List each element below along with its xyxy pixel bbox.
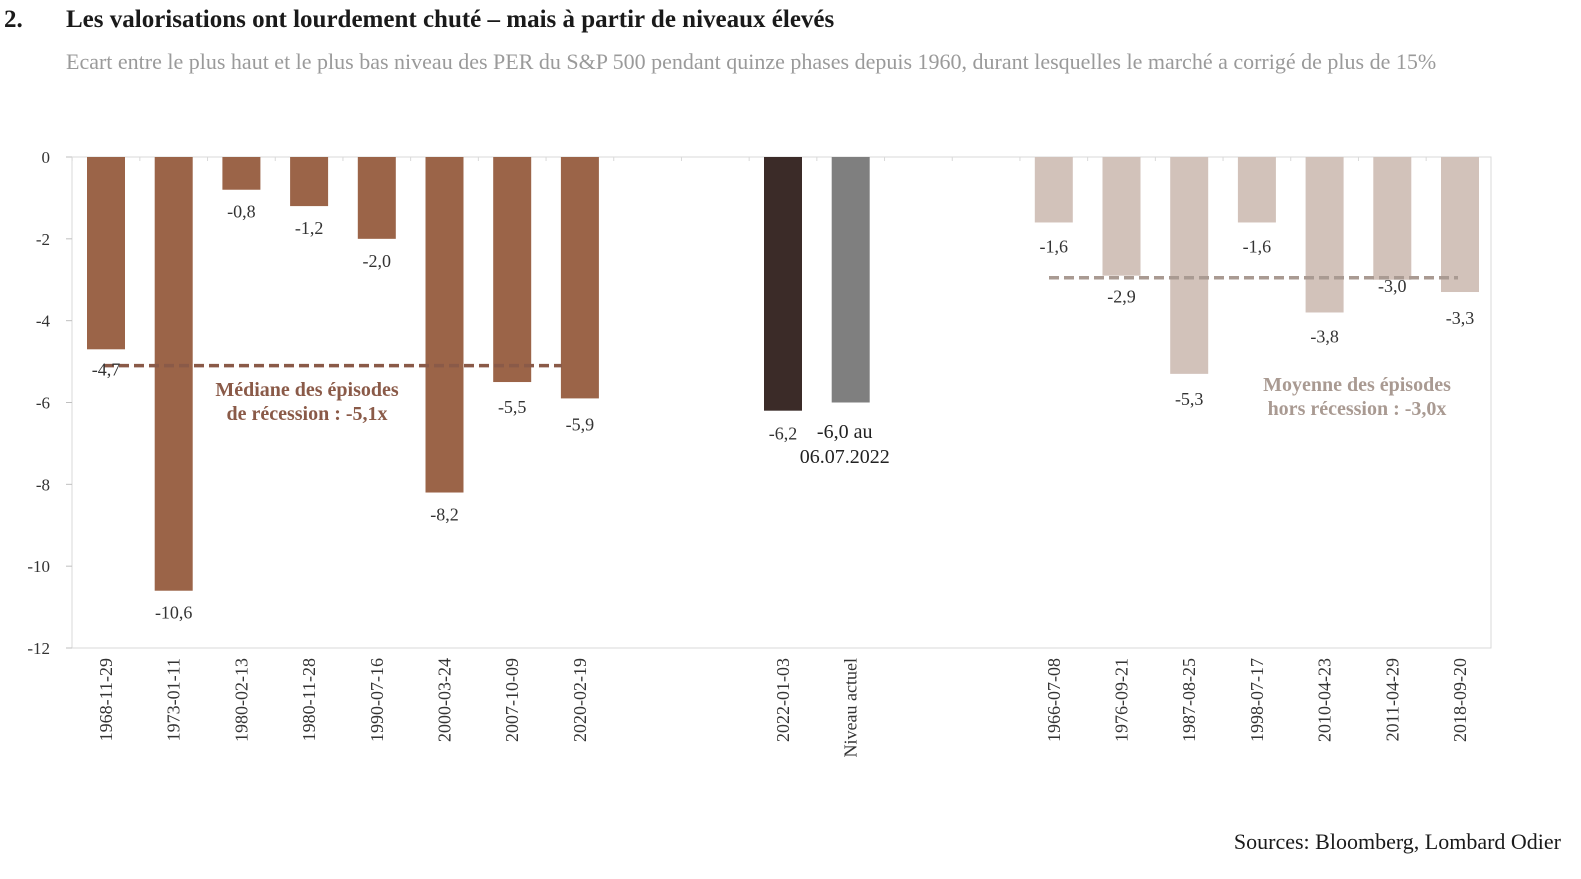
data-label: 06.07.2022 [800, 446, 890, 468]
category-label: 2011-04-29 [1382, 658, 1402, 741]
bar [1102, 157, 1141, 276]
median-annotation: Médiane des épisodes [215, 379, 399, 401]
bar [290, 157, 329, 207]
chart-title: Les valorisations ont lourdement chuté –… [66, 6, 835, 33]
category-label: 1998-07-17 [1247, 658, 1267, 742]
chart-subtitle: Ecart entre le plus haut et le plus bas … [66, 49, 1437, 74]
bar [87, 157, 125, 350]
category-label: 1968-11-29 [96, 658, 116, 741]
category-label: 1980-02-13 [231, 658, 251, 742]
data-label: -8,2 [430, 505, 459, 525]
category-label: 2018-09-20 [1450, 658, 1470, 742]
data-label: -3,0 [1378, 276, 1407, 296]
category-label: 2000-03-24 [435, 658, 455, 742]
data-label: -6,0 au [817, 421, 873, 443]
bar [1441, 157, 1479, 293]
category-label: 1987-08-25 [1179, 658, 1199, 742]
y-tick-label: -8 [36, 475, 50, 494]
y-tick-label: -6 [36, 394, 50, 413]
data-label: -1,2 [295, 218, 324, 238]
bar [1373, 157, 1412, 280]
y-tick-label: -10 [27, 557, 50, 576]
category-label: 1990-07-16 [367, 658, 387, 742]
data-label: -5,3 [1175, 389, 1204, 409]
data-label: -3,8 [1310, 326, 1339, 346]
data-label: -5,9 [566, 414, 595, 434]
bar [1237, 157, 1276, 223]
category-label: 2020-02-19 [570, 658, 590, 742]
mean-annotation: hors récession : -3,0x [1268, 398, 1447, 420]
category-label: 1973-01-11 [164, 658, 184, 741]
data-label: -6,2 [769, 424, 798, 444]
bar [831, 157, 870, 403]
bar [425, 157, 464, 493]
bar [493, 157, 532, 383]
mean-annotation: Moyenne des épisodes [1263, 374, 1451, 396]
data-label: -10,6 [155, 603, 193, 623]
source-note: Sources: Bloomberg, Lombard Odier [1233, 829, 1561, 854]
y-tick-label: 0 [42, 148, 51, 167]
y-tick-label: -2 [36, 230, 50, 249]
y-tick-label: -4 [36, 312, 51, 331]
category-label: 2007-10-09 [502, 658, 522, 742]
data-label: -1,6 [1243, 236, 1272, 256]
data-label: -2,0 [363, 251, 392, 271]
data-label: -2,9 [1107, 287, 1136, 307]
category-label: 2010-04-23 [1315, 658, 1335, 742]
data-label: -3,3 [1446, 308, 1475, 328]
bar [222, 157, 261, 190]
bar [1170, 157, 1209, 374]
category-label: 1966-07-08 [1044, 658, 1064, 742]
data-label: -5,5 [498, 397, 527, 417]
bar [1034, 157, 1073, 223]
bar [560, 157, 599, 399]
bar [154, 157, 193, 591]
category-label: 1980-11-28 [299, 658, 319, 741]
data-label: -0,8 [227, 202, 256, 222]
figure-number: 2. [4, 6, 23, 33]
category-label: 1976-09-21 [1112, 658, 1132, 742]
bar [357, 157, 396, 239]
category-label: 2022-01-03 [773, 658, 793, 742]
data-label: -1,6 [1040, 236, 1069, 256]
y-tick-label: -12 [27, 639, 50, 658]
bar [1305, 157, 1344, 313]
median-annotation: de récession : -5,1x [226, 403, 387, 425]
bar [764, 157, 802, 411]
data-label: -4,7 [92, 359, 121, 379]
category-label: Niveau actuel [841, 658, 861, 757]
